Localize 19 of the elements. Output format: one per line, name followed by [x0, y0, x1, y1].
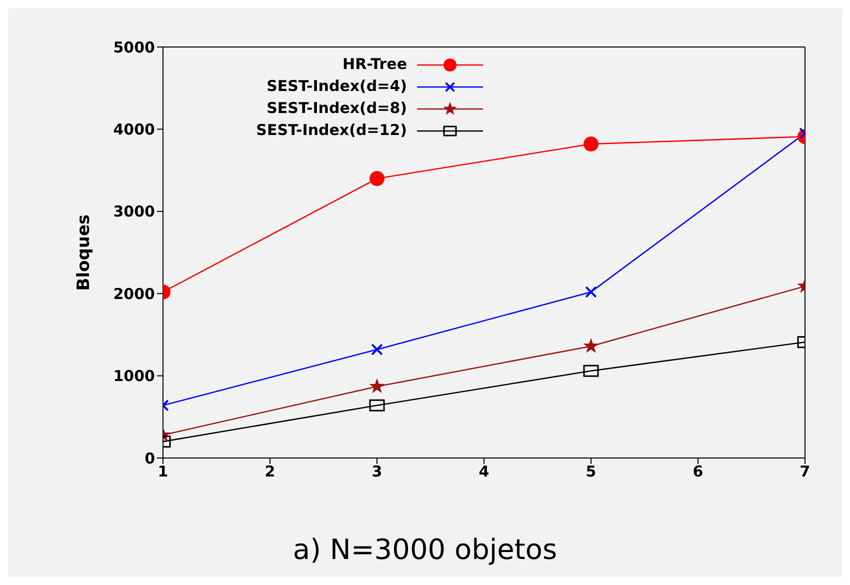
x-tick-label: 5	[586, 462, 596, 481]
legend-label: HR-Tree	[342, 55, 407, 73]
y-tick-label: 2000	[113, 284, 155, 303]
x-tick-label: 4	[478, 462, 490, 481]
legend-label: SEST-Index(d=12)	[256, 121, 407, 139]
x-tick-label: 1	[158, 462, 168, 481]
y-tick-label: 3000	[113, 202, 155, 221]
x-tick-label: 2	[264, 462, 276, 481]
text: a) N=3000 objetos	[292, 533, 558, 566]
x-tick-label: 7	[800, 462, 810, 481]
y-tick-label: 4000	[113, 120, 155, 139]
y-tick-label: 0	[144, 449, 155, 468]
x-tick-label: 3	[372, 462, 382, 481]
y-axis-title: Bloques	[74, 214, 94, 291]
y-tick-label: 5000	[113, 38, 155, 56]
legend-label: SEST-Index(d=8)	[266, 99, 407, 117]
legend-label: SEST-Index(d=4)	[266, 77, 407, 95]
x-tick-label: 6	[692, 462, 704, 481]
y-tick-label: 1000	[113, 367, 155, 386]
